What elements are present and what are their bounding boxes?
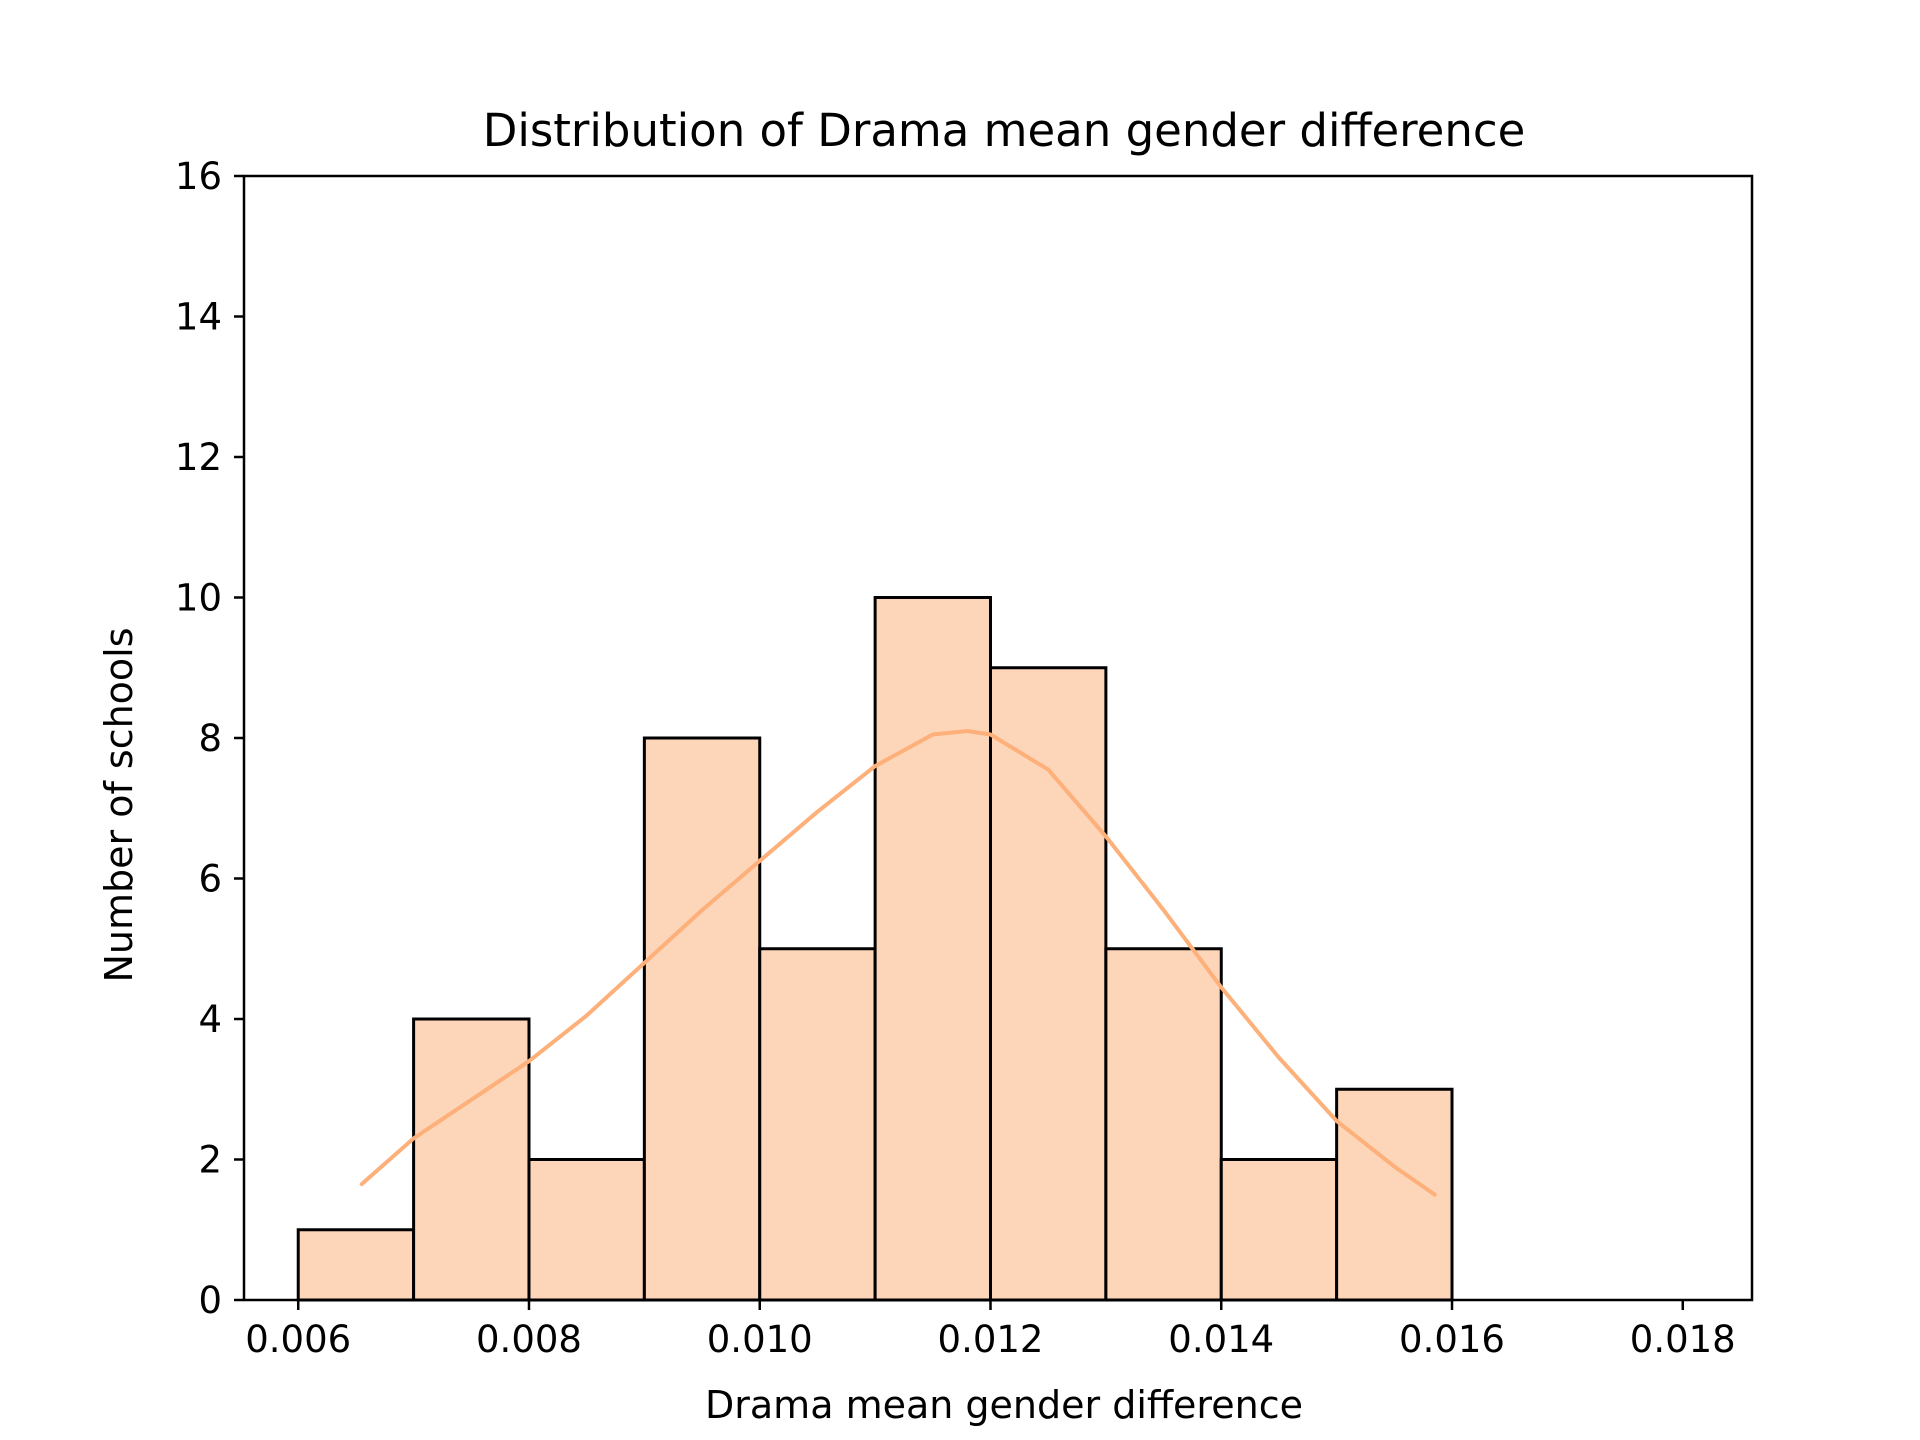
x-tick-label: 0.006 <box>245 1318 351 1361</box>
y-tick-label: 0 <box>198 1279 222 1322</box>
y-tick-label: 4 <box>198 998 222 1041</box>
y-tick-label: 16 <box>175 155 222 198</box>
histogram-bar <box>642 736 762 1302</box>
histogram-bar <box>989 666 1108 1302</box>
x-axis-ticks: 0.006 0.008 0.010 0.012 0.014 0.016 0.018 <box>245 1300 1736 1361</box>
bars <box>296 596 1454 1302</box>
y-tick-label: 14 <box>175 296 222 339</box>
histogram-bar <box>1104 947 1223 1302</box>
histogram-bar <box>412 1017 531 1302</box>
x-tick-label: 0.018 <box>1630 1318 1736 1361</box>
kde-line <box>359 729 1437 1197</box>
x-axis-label: Drama mean gender difference <box>705 1383 1303 1427</box>
histogram-bar <box>296 1228 416 1302</box>
y-axis-label: Number of schools <box>97 627 141 982</box>
chart-title: Distribution of Drama mean gender differ… <box>483 104 1526 157</box>
y-axis-ticks: 0 2 4 6 8 10 12 14 16 <box>175 155 244 1322</box>
y-tick-label: 10 <box>175 577 222 620</box>
x-tick-label: 0.012 <box>938 1318 1044 1361</box>
x-tick-label: 0.016 <box>1399 1318 1505 1361</box>
y-tick-label: 12 <box>175 436 222 479</box>
histogram-bar <box>873 596 993 1302</box>
histogram-bar <box>758 947 877 1302</box>
histogram-bar <box>527 1158 646 1302</box>
x-tick-label: 0.010 <box>707 1318 813 1361</box>
y-tick-label: 6 <box>198 858 222 901</box>
histogram-bar <box>1219 1158 1339 1302</box>
y-tick-label: 8 <box>198 717 222 760</box>
x-tick-label: 0.014 <box>1168 1318 1274 1361</box>
y-tick-label: 2 <box>198 1139 222 1182</box>
x-tick-label: 0.008 <box>476 1318 582 1361</box>
